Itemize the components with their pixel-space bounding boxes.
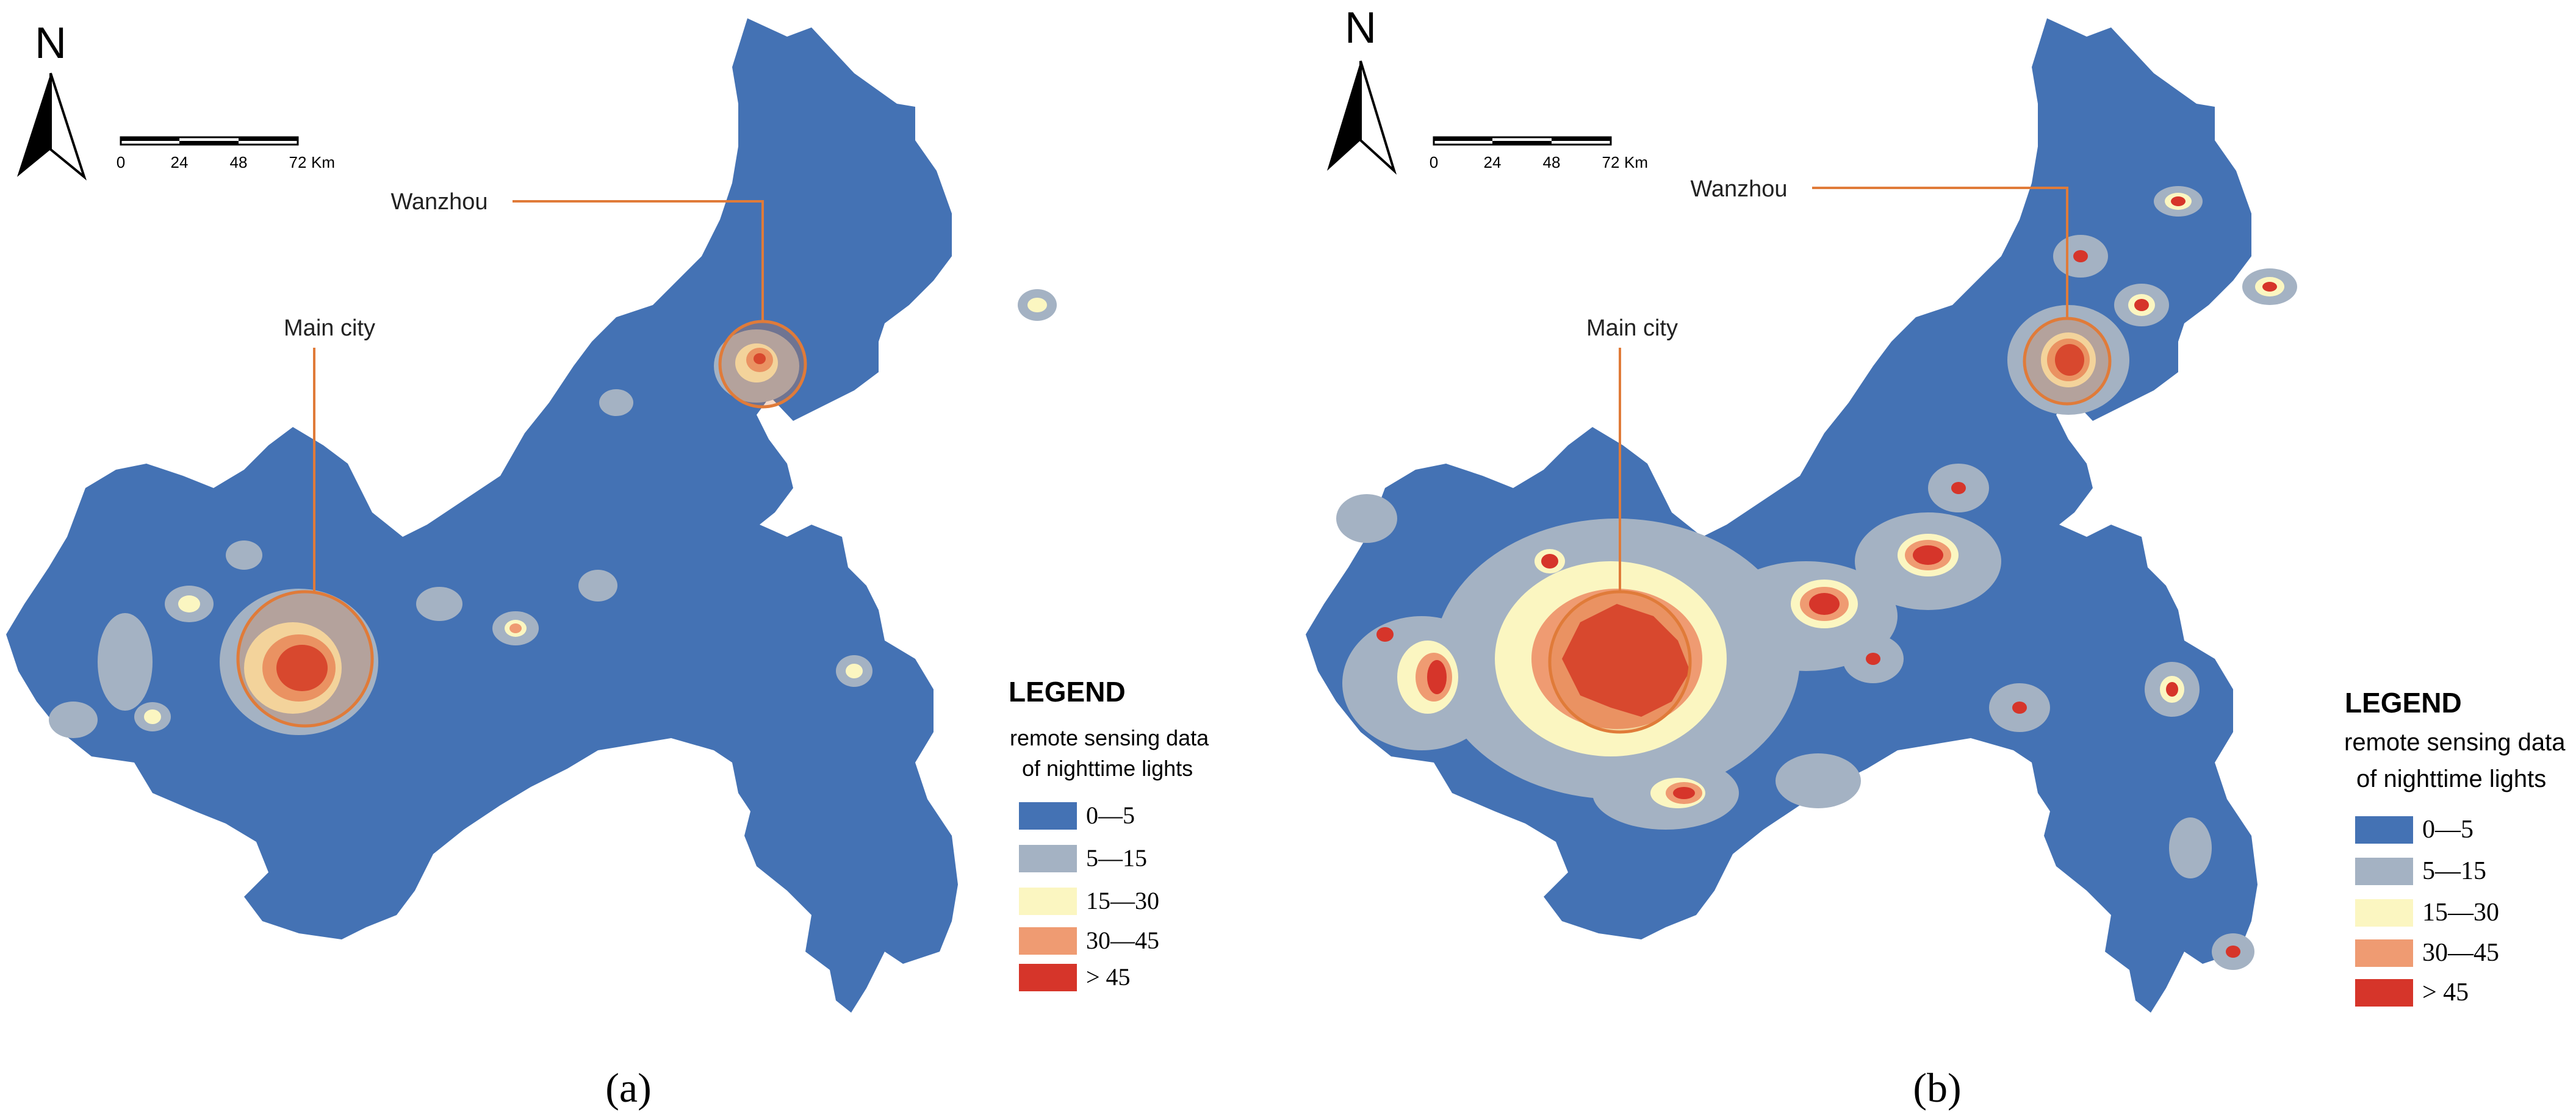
- legend-item-30-45-a: 30—45: [1086, 927, 1159, 954]
- caption-a: (a): [605, 1064, 651, 1111]
- legend-item-15-30-b: 15—30: [2422, 899, 2499, 927]
- legend-swatch-gt45-a: [1019, 964, 1077, 991]
- legend-item-15-30-a: 15—30: [1086, 887, 1159, 914]
- panel-b: Main city Wanzhou N 0 24 48 72 Km: [1306, 4, 2566, 1111]
- legend-item-0-5-a: 0—5: [1086, 802, 1135, 829]
- legend-item-gt45-b: > 45: [2422, 978, 2469, 1007]
- panel-a: Main city Wanzhou N 0 24 48 72 Km: [6, 18, 1209, 1111]
- caption-b: (b): [1913, 1064, 1961, 1111]
- legend-a: LEGEND remote sensing data of nighttime …: [1009, 676, 1209, 991]
- legend-subtitle-1-b: remote sensing data: [2344, 729, 2566, 756]
- legend-swatch-5-15-b: [2355, 858, 2413, 885]
- north-arrow-icon-a: [17, 73, 51, 177]
- north-label-b: N: [1345, 4, 1376, 52]
- north-arrow-icon-b: [1327, 61, 1361, 171]
- legend-swatch-5-15-a: [1019, 845, 1077, 872]
- legend-item-0-5-b: 0—5: [2422, 816, 2473, 844]
- legend-title-a: LEGEND: [1009, 676, 1126, 708]
- north-label-a: N: [35, 19, 67, 68]
- legend-swatch-0-5-b: [2355, 816, 2413, 844]
- scale-tick-24-a: 24: [171, 153, 189, 171]
- legend-title-b: LEGEND: [2345, 687, 2462, 719]
- main-city-callout-a: Main city: [236, 315, 375, 728]
- scale-tick-24-b: 24: [1484, 153, 1502, 171]
- legend-subtitle-2-b: of nighttime lights: [2356, 766, 2546, 792]
- legend-swatch-gt45-b: [2355, 979, 2413, 1007]
- main-city-callout-b: Main city: [1548, 315, 1692, 734]
- wanzhou-callout-a: Wanzhou: [390, 189, 807, 409]
- scale-unit-a: Km: [311, 153, 335, 171]
- legend-swatch-15-30-b: [2355, 899, 2413, 927]
- wanzhou-label-b: Wanzhou: [1690, 176, 1787, 202]
- legend-subtitle-2-a: of nighttime lights: [1022, 756, 1193, 781]
- north-arrow-b: N: [1327, 4, 1397, 175]
- scale-tick-48-b: 48: [1543, 153, 1561, 171]
- wanzhou-label-a: Wanzhou: [390, 189, 487, 215]
- north-arrow-a: N: [17, 19, 87, 181]
- legend-item-5-15-b: 5—15: [2422, 857, 2486, 885]
- legend-subtitle-1-a: remote sensing data: [1010, 725, 1209, 750]
- scale-bar-a: 0 24 48 72 Km: [105, 119, 343, 186]
- scale-tick-0-a: 0: [117, 153, 125, 171]
- legend-swatch-15-30-a: [1019, 888, 1077, 915]
- wanzhou-callout-b: Wanzhou: [1690, 176, 2112, 406]
- legend-swatch-30-45-b: [2355, 939, 2413, 967]
- light-peak-a: [276, 353, 766, 691]
- scale-tick-72-a: 72: [289, 153, 307, 171]
- main-city-label-a: Main city: [284, 315, 375, 341]
- scale-tick-48-a: 48: [230, 153, 248, 171]
- legend-b: LEGEND remote sensing data of nighttime …: [2344, 687, 2566, 1007]
- light-peak-b: [1376, 196, 2277, 958]
- main-city-label-b: Main city: [1586, 315, 1678, 341]
- scale-unit-b: Km: [1624, 153, 1648, 171]
- scale-tick-72-b: 72: [1602, 153, 1620, 171]
- legend-item-5-15-a: 5—15: [1086, 844, 1147, 872]
- legend-swatch-0-5-a: [1019, 802, 1077, 830]
- scale-tick-0-b: 0: [1430, 153, 1438, 171]
- legend-item-gt45-a: > 45: [1086, 963, 1131, 991]
- scale-bar-b: 0 24 48 72 Km: [1422, 119, 1666, 186]
- legend-item-30-45-b: 30—45: [2422, 939, 2499, 967]
- legend-swatch-30-45-a: [1019, 927, 1077, 955]
